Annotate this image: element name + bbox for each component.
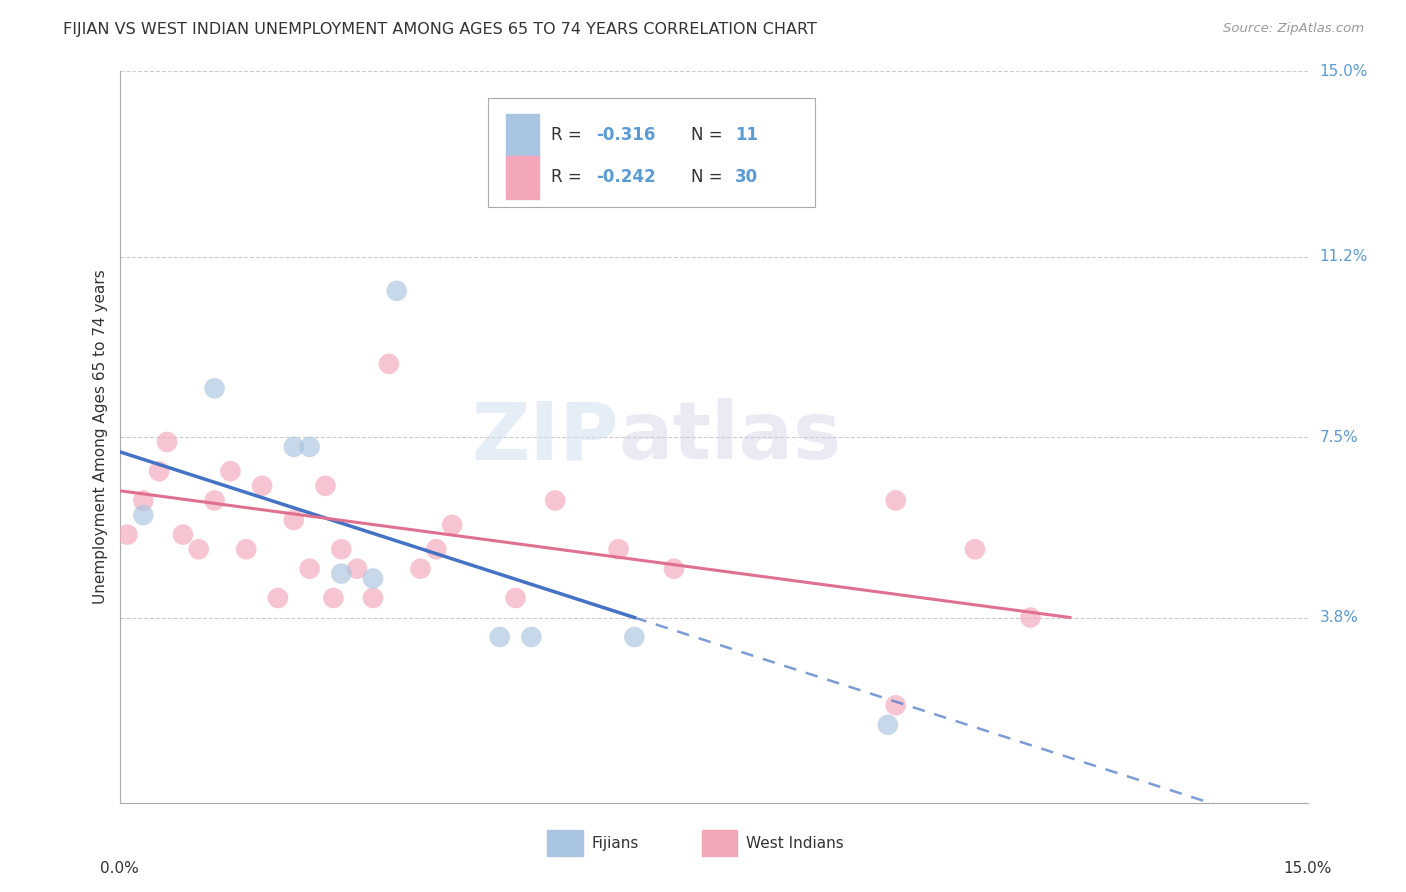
Point <box>219 464 242 478</box>
Point <box>884 493 907 508</box>
Bar <box>547 830 583 856</box>
FancyBboxPatch shape <box>488 98 814 207</box>
Text: -0.316: -0.316 <box>596 126 655 144</box>
Bar <box>506 156 538 199</box>
Point <box>117 527 139 541</box>
Point <box>1019 610 1042 624</box>
Point <box>156 434 179 449</box>
Point <box>346 562 368 576</box>
Text: 7.5%: 7.5% <box>1319 430 1358 444</box>
Point <box>172 527 194 541</box>
Point <box>204 381 226 395</box>
Point <box>204 493 226 508</box>
Point <box>544 493 567 508</box>
Point <box>187 542 209 557</box>
Point <box>488 630 510 644</box>
Point <box>298 562 321 576</box>
Point <box>963 542 986 557</box>
Bar <box>506 114 538 156</box>
Point <box>330 566 353 581</box>
Point <box>330 542 353 557</box>
Point <box>662 562 685 576</box>
Text: N =: N = <box>690 126 728 144</box>
Text: -0.242: -0.242 <box>596 169 655 186</box>
Point <box>378 357 401 371</box>
Point <box>385 284 408 298</box>
Point <box>132 508 155 522</box>
Point <box>876 718 898 732</box>
Point <box>132 493 155 508</box>
Point <box>298 440 321 454</box>
Text: 0.0%: 0.0% <box>100 862 139 876</box>
Point <box>884 698 907 713</box>
Point <box>607 542 630 557</box>
Point <box>283 440 305 454</box>
Point <box>267 591 290 605</box>
Text: 30: 30 <box>735 169 758 186</box>
Point <box>283 513 305 527</box>
Point <box>505 591 527 605</box>
Text: West Indians: West Indians <box>745 836 844 851</box>
Text: Source: ZipAtlas.com: Source: ZipAtlas.com <box>1223 22 1364 36</box>
Point <box>409 562 432 576</box>
Point <box>235 542 257 557</box>
Text: 11.2%: 11.2% <box>1319 249 1368 264</box>
Point <box>314 479 336 493</box>
Point <box>361 591 384 605</box>
Text: ZIP: ZIP <box>471 398 619 476</box>
Text: atlas: atlas <box>619 398 842 476</box>
Point <box>623 630 645 644</box>
Point <box>425 542 447 557</box>
Text: R =: R = <box>551 169 586 186</box>
Point <box>250 479 273 493</box>
Text: 15.0%: 15.0% <box>1319 64 1368 78</box>
Point <box>322 591 344 605</box>
Text: 3.8%: 3.8% <box>1319 610 1358 625</box>
Y-axis label: Unemployment Among Ages 65 to 74 years: Unemployment Among Ages 65 to 74 years <box>93 269 108 605</box>
Text: Fijians: Fijians <box>591 836 638 851</box>
Text: 11: 11 <box>735 126 758 144</box>
Point <box>148 464 170 478</box>
Bar <box>702 830 737 856</box>
Point <box>361 572 384 586</box>
Text: R =: R = <box>551 126 586 144</box>
Text: FIJIAN VS WEST INDIAN UNEMPLOYMENT AMONG AGES 65 TO 74 YEARS CORRELATION CHART: FIJIAN VS WEST INDIAN UNEMPLOYMENT AMONG… <box>63 22 817 37</box>
Text: 15.0%: 15.0% <box>1284 862 1331 876</box>
Text: N =: N = <box>690 169 728 186</box>
Point <box>441 517 464 532</box>
Point <box>520 630 543 644</box>
